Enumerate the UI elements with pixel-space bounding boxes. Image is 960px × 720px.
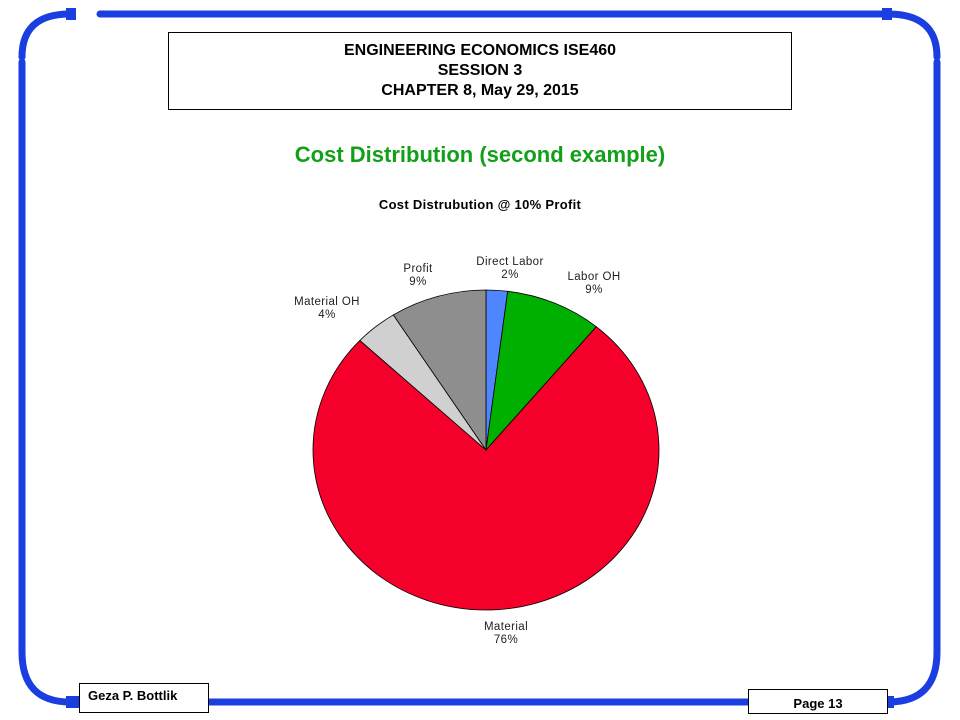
label-labor-oh: Labor OH 9%: [567, 271, 620, 297]
pie-slice-profit: [392, 289, 487, 452]
author-box: Geza P. Bottlik: [79, 683, 209, 713]
slide-title: Cost Distribution (second example): [294, 142, 666, 167]
label-material: Material 76%: [484, 621, 528, 647]
label-material-oh-value: 4%: [318, 309, 336, 321]
chart-title: Cost Distrubution @ 10% Profit: [378, 197, 582, 212]
page-number: Page 13: [793, 696, 843, 711]
session-label: SESSION 3: [437, 62, 523, 79]
label-material-value: 76%: [493, 634, 519, 646]
chapter-date: CHAPTER 8, May 29, 2015: [381, 82, 579, 99]
label-labor-oh-name: Labor OH: [567, 271, 621, 283]
label-labor-oh-value: 9%: [585, 284, 603, 296]
label-profit-value: 9%: [409, 276, 427, 288]
label-material-name: Material: [483, 621, 529, 633]
author-name: Geza P. Bottlik: [88, 688, 178, 703]
label-profit-name: Profit: [403, 263, 433, 275]
course-title: ENGINEERING ECONOMICS ISE460: [343, 42, 617, 59]
label-material-oh-name: Material OH: [294, 296, 360, 308]
pie-slice-labor-oh: [485, 290, 597, 452]
label-direct-labor: Direct Labor 2%: [476, 256, 543, 282]
label-direct-labor-name: Direct Labor: [476, 256, 544, 268]
label-profit: Profit 9%: [403, 263, 432, 289]
label-material-oh: Material OH 4%: [294, 296, 360, 322]
pie-slice-material: [312, 326, 660, 611]
course-header: ENGINEERING ECONOMICS ISE460 SESSION 3 C…: [168, 32, 792, 110]
label-direct-labor-value: 2%: [501, 269, 519, 281]
page-number-box: Page 13: [748, 689, 888, 714]
